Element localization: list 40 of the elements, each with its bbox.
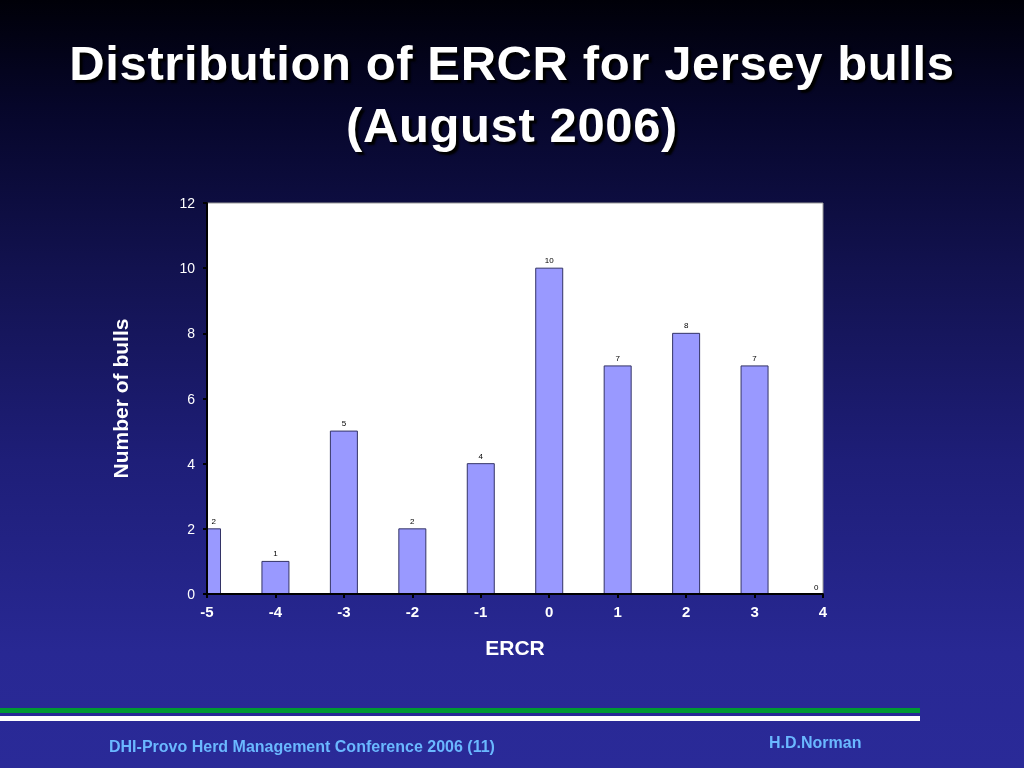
data-label: 5 xyxy=(341,419,347,429)
y-axis-title: Number of bulls xyxy=(109,318,132,479)
y-tick-label: 6 xyxy=(187,390,196,407)
y-tick-label: 0 xyxy=(187,586,196,602)
y-tick-label: 10 xyxy=(179,260,196,277)
x-tick-label: -5 xyxy=(200,603,214,620)
bar xyxy=(466,463,495,595)
y-tick-label: 4 xyxy=(187,455,196,472)
bar xyxy=(740,365,769,595)
data-label: 8 xyxy=(683,321,689,331)
bar xyxy=(261,560,290,595)
x-tick-label: 0 xyxy=(545,603,554,620)
data-label: 4 xyxy=(478,451,484,461)
x-tick-label: -3 xyxy=(337,603,351,620)
x-tick-label: 4 xyxy=(818,603,828,620)
chart-title: Distribution of ERCR for Jersey bulls (August 2006) xyxy=(68,35,956,154)
text: DHI-Provo Herd Management Conference 2006 (11) xyxy=(109,738,495,756)
x-tick-label: -1 xyxy=(474,603,488,620)
data-label: 0 xyxy=(814,582,820,592)
data-label: 7 xyxy=(615,353,621,363)
data-label: 2 xyxy=(211,516,217,526)
x-tick-label: 2 xyxy=(681,603,691,620)
y-tick-label: 12 xyxy=(179,195,196,211)
bar xyxy=(672,332,701,595)
x-tick-label: -4 xyxy=(268,603,283,620)
data-label: 2 xyxy=(410,516,416,526)
bar xyxy=(398,528,427,595)
bar xyxy=(603,365,632,595)
bar xyxy=(329,430,358,595)
data-label: 7 xyxy=(752,353,758,363)
y-tick-label: 8 xyxy=(187,325,196,342)
x-tick-label: 1 xyxy=(613,603,622,620)
x-tick-label: 3 xyxy=(750,603,759,620)
data-label: 1 xyxy=(273,549,279,559)
data-label: 10 xyxy=(544,256,555,266)
y-tick-label: 2 xyxy=(187,520,196,537)
x-tick-label: -2 xyxy=(405,603,420,620)
bar xyxy=(535,267,564,595)
x-axis-title: ERCR xyxy=(485,636,545,659)
text: H.D.Norman xyxy=(769,734,862,752)
